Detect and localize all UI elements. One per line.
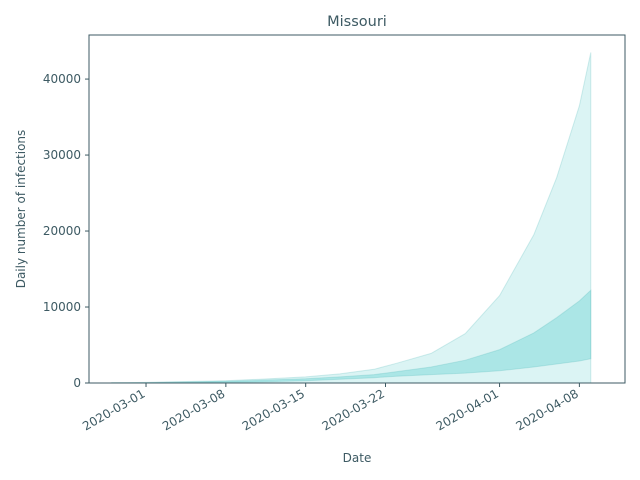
y-axis: 0 10000 20000 30000 40000 [43, 72, 89, 390]
x-axis: 2020-03-01 2020-03-08 2020-03-15 2020-03-22… [80, 383, 581, 433]
band-outer [111, 52, 592, 384]
y-tick-label: 0 [73, 376, 81, 390]
x-axis-label: Date [343, 451, 372, 465]
x-tick-label: 2020-03-08 [160, 386, 227, 433]
x-tick-label: 2020-03-15 [240, 386, 307, 433]
y-tick-label: 20000 [43, 224, 81, 238]
x-tick-label: 2020-03-22 [320, 386, 387, 433]
y-axis-label: Daily number of infections [14, 130, 28, 289]
x-tick-label: 2020-03-01 [80, 386, 147, 433]
band-group [111, 52, 592, 384]
chart-title: Missouri [327, 14, 387, 30]
x-tick-label: 2020-04-01 [434, 386, 501, 433]
axes-frame [88, 34, 626, 384]
band-inner [111, 289, 592, 384]
y-tick-label: 40000 [43, 72, 81, 86]
y-tick-label: 10000 [43, 300, 81, 314]
x-tick-label: 2020-04-08 [513, 386, 580, 433]
y-tick-label: 30000 [43, 148, 81, 162]
